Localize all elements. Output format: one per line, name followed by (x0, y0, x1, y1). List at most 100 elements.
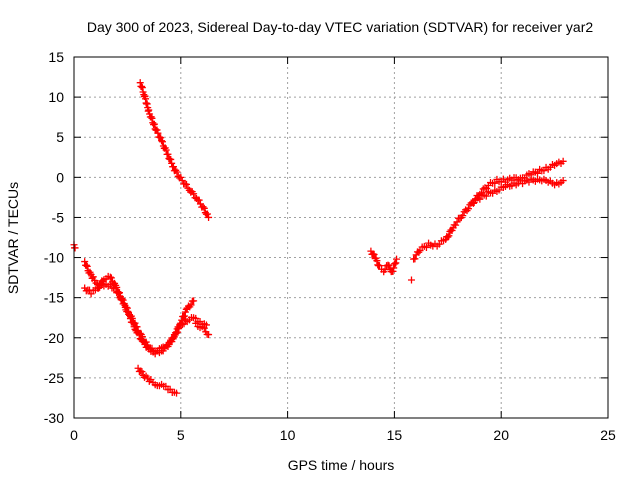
x-tick-label: 5 (177, 427, 185, 443)
data-point-marker (165, 340, 173, 348)
data-point-marker (559, 177, 567, 185)
data-point-marker (129, 319, 137, 327)
data-point-marker (375, 262, 383, 270)
data-point-marker (482, 192, 490, 200)
data-point-marker (162, 146, 170, 154)
data-point-marker (422, 243, 430, 251)
data-point-marker (118, 296, 126, 304)
data-point-marker (81, 258, 89, 266)
data-point-marker (169, 163, 177, 171)
data-point-marker (145, 106, 153, 114)
data-point-marker (138, 84, 146, 92)
data-point-marker (172, 166, 180, 174)
data-point-marker (174, 328, 182, 336)
data-point-marker (374, 261, 382, 269)
data-point-marker (158, 137, 166, 145)
y-tick-label: 0 (56, 169, 64, 185)
series-early-bowl-b (81, 272, 210, 358)
series-early-tail (192, 319, 213, 339)
data-point-marker (126, 315, 134, 323)
data-point-marker (390, 264, 398, 272)
data-point-marker (159, 343, 167, 351)
y-tick-label: -20 (44, 330, 64, 346)
data-point-marker (95, 284, 103, 292)
data-point-marker (178, 321, 186, 329)
y-tick-label: 15 (48, 49, 64, 65)
series-early-lower-segment (134, 364, 181, 397)
data-point-marker (559, 157, 567, 165)
data-point-marker (135, 331, 143, 339)
data-point-marker (167, 155, 175, 163)
data-point-marker (384, 261, 392, 269)
series-late-isolated (407, 276, 415, 284)
data-point-marker (115, 289, 123, 297)
chart-title: Day 300 of 2023, Sidereal Day-to-day VTE… (87, 19, 593, 35)
data-point-marker (148, 114, 156, 122)
y-tick-label: -10 (44, 250, 64, 266)
data-point-marker (124, 307, 132, 315)
data-point-marker (157, 134, 165, 142)
data-point-marker (140, 337, 148, 345)
data-point-marker (173, 168, 181, 176)
data-point-marker (107, 274, 115, 282)
data-point-marker (96, 283, 104, 291)
data-point-marker (158, 138, 166, 146)
data-point-marker (444, 233, 452, 241)
data-point-marker (195, 196, 203, 204)
y-tick-label: 5 (56, 129, 64, 145)
data-point-marker (370, 250, 378, 258)
data-point-marker (154, 129, 162, 137)
data-point-marker (106, 273, 114, 281)
data-point-marker (177, 173, 185, 181)
series-late-rise (410, 157, 567, 263)
data-point-marker (113, 283, 121, 291)
data-point-marker (83, 262, 91, 270)
data-point-marker (150, 120, 158, 128)
series-late-cluster (367, 247, 401, 276)
x-tick-label: 20 (493, 427, 509, 443)
data-point-marker (170, 333, 178, 341)
data-point-marker (491, 179, 499, 187)
data-point-marker (175, 325, 183, 333)
data-point-marker (199, 203, 207, 211)
axis-ticks: 0 5 10 15 20 25 -30 -25 -20 -15 -10 -5 0 5 10 15 (44, 49, 616, 443)
data-point-marker (200, 204, 208, 212)
data-point-marker (391, 260, 399, 268)
data-point-marker (82, 261, 90, 269)
series-late-lower-band (467, 175, 567, 207)
x-tick-label: 25 (600, 427, 616, 443)
data-point-marker (200, 324, 208, 332)
data-point-marker (373, 257, 381, 265)
data-point-marker (147, 113, 155, 121)
data-point-marker (205, 331, 213, 339)
data-point-marker (71, 244, 79, 252)
data-point-marker (144, 374, 152, 382)
data-point-marker (385, 262, 393, 270)
data-point-marker (187, 301, 195, 309)
y-tick-label: 10 (48, 89, 64, 105)
data-point-marker (459, 212, 467, 220)
data-point-marker (140, 373, 148, 381)
data-point-marker (164, 150, 172, 158)
data-point-marker (453, 218, 461, 226)
x-axis-label: GPS time / hours (288, 457, 395, 473)
data-points (70, 79, 567, 397)
plot-frame (73, 56, 609, 419)
data-point-marker (190, 190, 198, 198)
series-early-upper-descent (136, 79, 213, 221)
data-point-marker (190, 297, 198, 305)
data-point-marker (173, 389, 181, 397)
data-point-marker (464, 205, 472, 213)
data-point-marker (121, 301, 129, 309)
data-point-marker (452, 221, 460, 229)
data-point-marker (205, 213, 213, 221)
data-point-marker (89, 273, 97, 281)
x-tick-label: 15 (387, 427, 403, 443)
data-point-marker (392, 259, 400, 267)
data-point-marker (138, 83, 146, 91)
data-point-marker (125, 310, 133, 318)
data-point-marker (476, 195, 484, 203)
data-point-marker (411, 255, 419, 263)
data-point-marker (407, 276, 415, 284)
data-point-marker (153, 126, 161, 134)
